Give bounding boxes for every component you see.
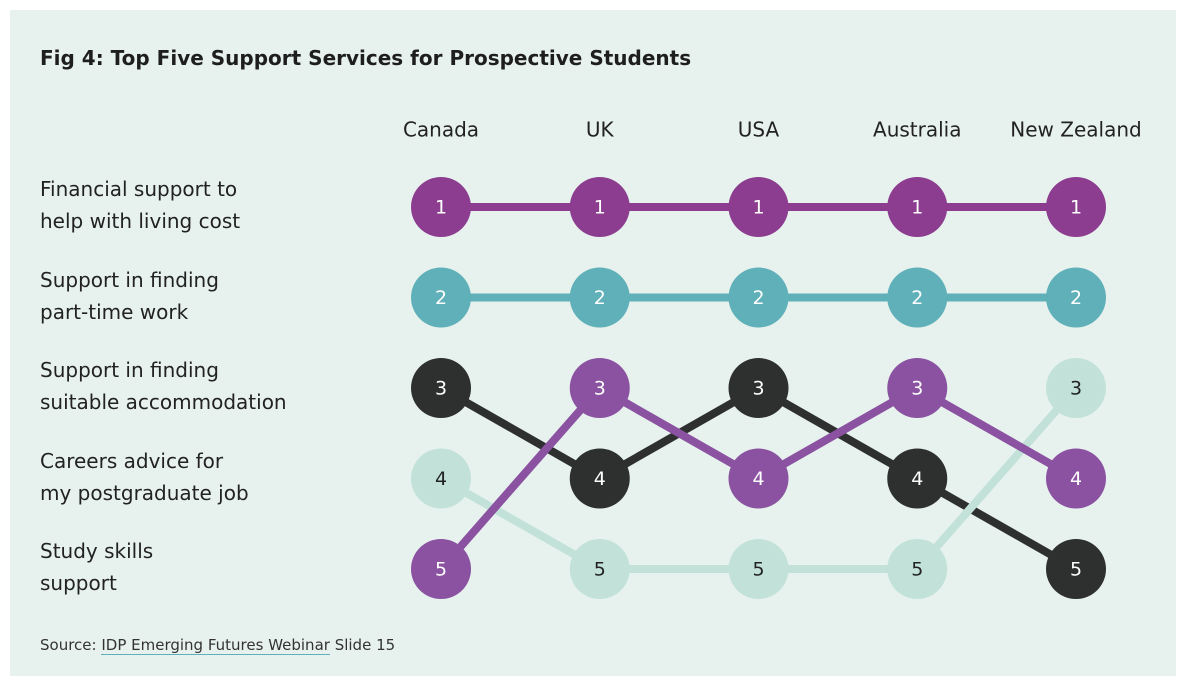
source-suffix: Slide 15 [329, 636, 396, 654]
rank-dot [728, 358, 789, 418]
rank-label: 3 [1070, 378, 1082, 400]
rank-label: 3 [594, 378, 606, 400]
chart-title: Fig 4: Top Five Support Services for Pro… [40, 46, 692, 70]
rank-label: 1 [752, 197, 764, 219]
rank-label: 4 [594, 468, 606, 490]
source: Source: IDP Emerging Futures Webinar Sli… [40, 636, 396, 655]
rank-dot [411, 539, 471, 599]
rank-dot [411, 448, 471, 509]
rank-label: 5 [435, 559, 447, 581]
rank-label: 2 [435, 287, 447, 309]
row-label: Support in finding suitable accommodatio… [40, 358, 287, 414]
source-link[interactable]: IDP Emerging Futures Webinar [101, 636, 330, 655]
rank-dot [411, 177, 471, 237]
rank-dot [887, 539, 948, 599]
rank-label: 3 [752, 378, 764, 400]
rank-label: 2 [752, 287, 764, 309]
row-label: Careers advice for my postgraduate job [40, 448, 249, 505]
rank-dot [1046, 267, 1106, 328]
rank-dot [887, 177, 948, 237]
rank-label: 4 [1070, 468, 1082, 490]
rank-dot [411, 358, 471, 418]
rank-label: 2 [911, 287, 923, 309]
rank-dot [728, 539, 789, 599]
rank-dot [569, 358, 630, 418]
rank-dot [887, 448, 948, 509]
column-header: Australia [873, 118, 961, 142]
rank-label: 1 [594, 197, 606, 219]
rank-dot [728, 448, 789, 509]
rank-dot [1046, 539, 1106, 599]
rank-label: 1 [435, 197, 447, 219]
column-header: Canada [403, 118, 479, 142]
column-header: USA [738, 118, 780, 142]
rank-label: 1 [1070, 197, 1082, 219]
rank-dot [728, 267, 789, 328]
source-prefix: Source: [40, 636, 102, 654]
row-label: Study skills support [40, 539, 154, 595]
rank-label: 5 [1070, 559, 1082, 581]
rank-dot [1046, 358, 1106, 418]
rank-dot [569, 177, 630, 237]
row-label: Financial support to help with living co… [40, 177, 241, 233]
rank-label: 4 [911, 468, 923, 490]
rank-label: 5 [752, 559, 764, 581]
rank-label: 3 [435, 378, 447, 400]
rank-dot [569, 448, 630, 509]
rank-dot [1046, 177, 1106, 237]
rank-dot [728, 177, 789, 237]
rank-label: 3 [911, 378, 923, 400]
rank-dot [887, 358, 948, 418]
rank-label: 2 [594, 287, 606, 309]
row-label: Support in finding part-time work [40, 267, 219, 324]
column-header: New Zealand [1010, 118, 1141, 142]
rank-dot [887, 267, 948, 328]
column-header: UK [586, 118, 615, 142]
dots: 1 1 1 1 1 2 2 2 2 2 3 4 3 4 5 4 5 5 5 3 5 3 4 3 4 [411, 177, 1106, 599]
rank-label: 5 [911, 559, 923, 581]
rank-dot [569, 539, 630, 599]
rank-label: 5 [594, 559, 606, 581]
rank-label: 1 [911, 197, 923, 219]
rank-dot [569, 267, 630, 328]
rank-dot [411, 267, 471, 328]
rank-label: 4 [435, 468, 447, 490]
rank-label: 2 [1070, 287, 1082, 309]
rank-dot [1046, 448, 1106, 509]
rank-label: 4 [752, 468, 764, 490]
